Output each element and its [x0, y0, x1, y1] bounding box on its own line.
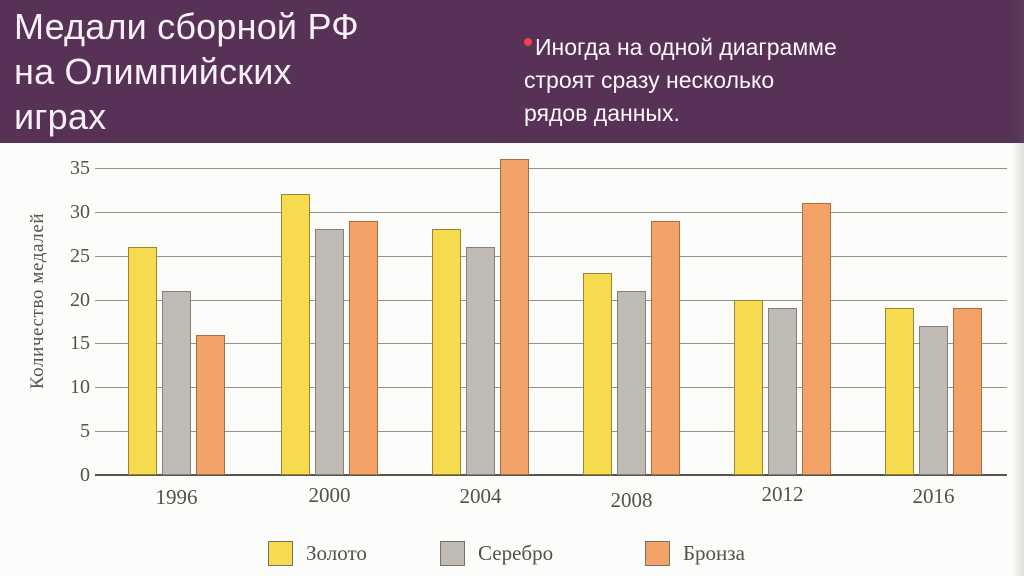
bar-gold-2000 — [281, 194, 310, 475]
bar-gold-1996 — [128, 246, 157, 475]
bar-bronze-2012 — [802, 203, 831, 475]
x-axis-baseline — [95, 474, 1007, 476]
legend-label-gold: Золото — [306, 541, 367, 565]
y-tick-label-35: 35 — [70, 157, 90, 179]
bar-silver-1996 — [162, 290, 191, 475]
gridline-25 — [95, 255, 1007, 257]
gridline-5 — [95, 431, 1007, 433]
legend-label-bronze: Бронза — [683, 541, 745, 565]
page-edge-shade — [1012, 0, 1024, 576]
bar-gold-2012 — [734, 299, 763, 475]
gridline-35 — [95, 168, 1007, 169]
bullet-line-1: Иногда на одной диаграмме — [524, 31, 954, 64]
title-line-2: на Олимпийских — [14, 51, 292, 92]
legend-swatch-bronze-icon — [645, 541, 670, 566]
bar-bronze-1996 — [196, 334, 225, 475]
gridline-30 — [95, 211, 1007, 213]
bar-gold-2008 — [583, 273, 612, 475]
gridline-20 — [95, 299, 1007, 301]
bar-bronze-2000 — [349, 220, 378, 475]
bar-bronze-2008 — [651, 220, 680, 475]
legend-label-silver: Серебро — [478, 541, 554, 565]
legend-swatch-silver-icon — [440, 541, 465, 566]
y-tick-label-0: 0 — [80, 464, 90, 486]
y-tick-label-20: 20 — [70, 288, 90, 311]
x-tick-label-2008: 2008 — [610, 488, 653, 512]
bullet-line-2: строят сразу несколько — [524, 67, 775, 93]
legend-swatch-gold-icon — [268, 541, 293, 566]
medal-bar-chart: Количество медалей 0 5 10 15 20 25 30 35 1996 200… — [0, 143, 1024, 576]
bar-silver-2012 — [768, 308, 797, 475]
bullet-marker-icon — [524, 38, 532, 46]
bar-silver-2008 — [617, 290, 646, 475]
bar-gold-2016 — [885, 308, 914, 475]
bar-silver-2004 — [466, 246, 495, 475]
y-tick-label-30: 30 — [70, 200, 90, 223]
gridline-10 — [95, 387, 1007, 389]
x-tick-label-2016: 2016 — [912, 484, 955, 508]
gridline-15 — [95, 343, 1007, 345]
bullet-line-3: рядов данных. — [524, 100, 680, 126]
legend-item-gold: Золото — [268, 541, 367, 566]
page-title: Медали сборной РФ на Олимпийских играх — [14, 4, 359, 139]
bullet-point: Иногда на одной диаграмме строят сразу н… — [524, 31, 954, 130]
x-tick-label-2012: 2012 — [761, 482, 804, 506]
x-tick-label-2000: 2000 — [308, 483, 351, 507]
legend-item-silver: Серебро — [440, 541, 553, 566]
title-line-1: Медали сборной РФ — [14, 6, 359, 47]
y-tick-label-10: 10 — [70, 376, 90, 399]
bar-bronze-2004 — [500, 159, 529, 475]
bar-silver-2000 — [315, 229, 344, 475]
slide-header: Медали сборной РФ на Олимпийских играх И… — [0, 0, 1024, 143]
title-line-3: играх — [14, 96, 107, 137]
x-tick-label-2004: 2004 — [459, 484, 502, 508]
bar-silver-2016 — [919, 325, 948, 475]
y-tick-label-25: 25 — [70, 244, 90, 267]
y-tick-label-15: 15 — [70, 332, 90, 355]
x-tick-label-1996: 1996 — [155, 485, 198, 509]
bar-bronze-2016 — [953, 308, 982, 475]
y-tick-label-5: 5 — [80, 420, 90, 443]
legend-item-bronze: Бронза — [645, 541, 745, 566]
bar-gold-2004 — [432, 229, 461, 475]
